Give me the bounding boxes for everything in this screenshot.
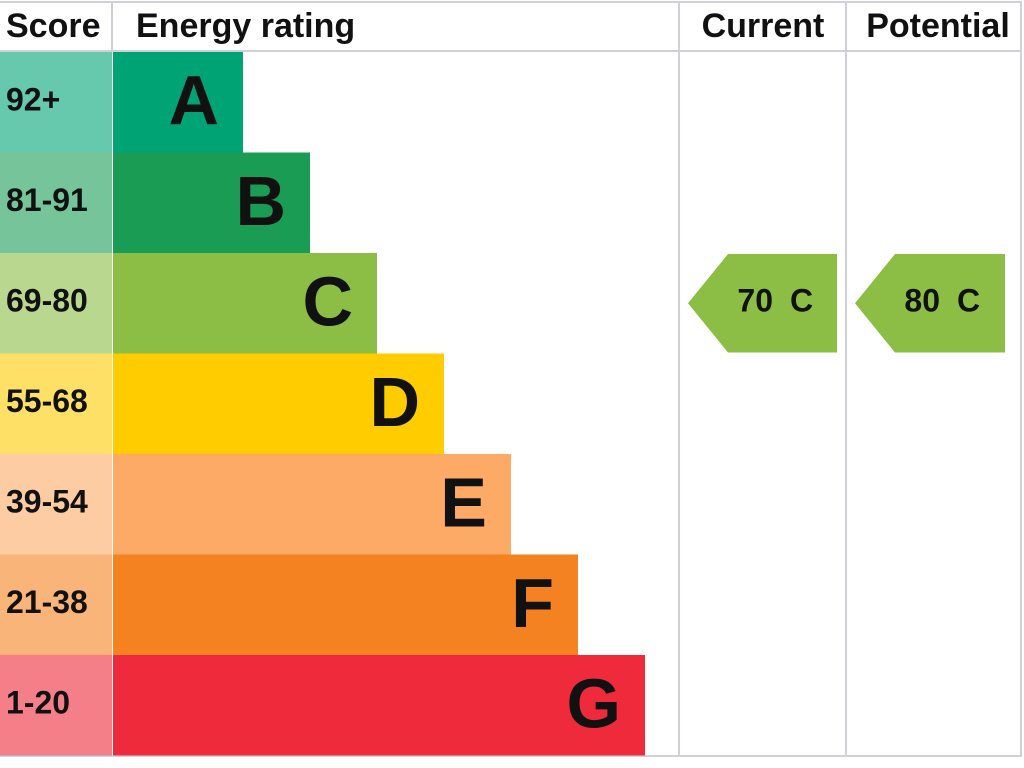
header-rating: Energy rating	[136, 7, 355, 45]
score-range: 39-54	[6, 484, 88, 520]
rating-bar	[113, 554, 578, 655]
score-range: 55-68	[6, 383, 88, 419]
rating-letter: B	[235, 162, 286, 240]
header-potential: Potential	[866, 7, 1010, 45]
rating-letter: A	[168, 62, 219, 140]
score-cell	[0, 655, 112, 756]
score-cell	[0, 454, 112, 555]
score-range: 21-38	[6, 584, 88, 620]
rating-bar	[113, 655, 645, 756]
header-score: Score	[6, 7, 101, 45]
current-arrow	[688, 254, 837, 353]
rating-bar	[113, 353, 444, 454]
score-range: 81-91	[6, 182, 88, 218]
score-range: 92+	[6, 82, 60, 118]
potential-arrow	[855, 254, 1005, 353]
rating-letter: E	[440, 464, 487, 542]
rating-letter: F	[511, 564, 554, 642]
score-cell	[0, 152, 112, 253]
score-cell	[0, 353, 112, 454]
score-cell	[0, 52, 112, 153]
score-range: 69-80	[6, 283, 88, 319]
rating-letter: D	[369, 363, 420, 441]
rating-bar	[113, 454, 511, 555]
rating-bar	[113, 52, 243, 153]
rating-letter: G	[567, 665, 621, 743]
potential-value: 80	[904, 283, 940, 319]
header-current: Current	[702, 7, 825, 45]
score-cell	[0, 554, 112, 655]
potential-letter: C	[957, 283, 980, 319]
rating-bar	[113, 253, 377, 354]
score-range: 1-20	[6, 685, 70, 721]
rating-bar	[113, 152, 310, 253]
score-cell	[0, 253, 112, 354]
rating-letter: C	[302, 263, 353, 341]
current-letter: C	[790, 283, 813, 319]
current-value: 70	[737, 283, 773, 319]
